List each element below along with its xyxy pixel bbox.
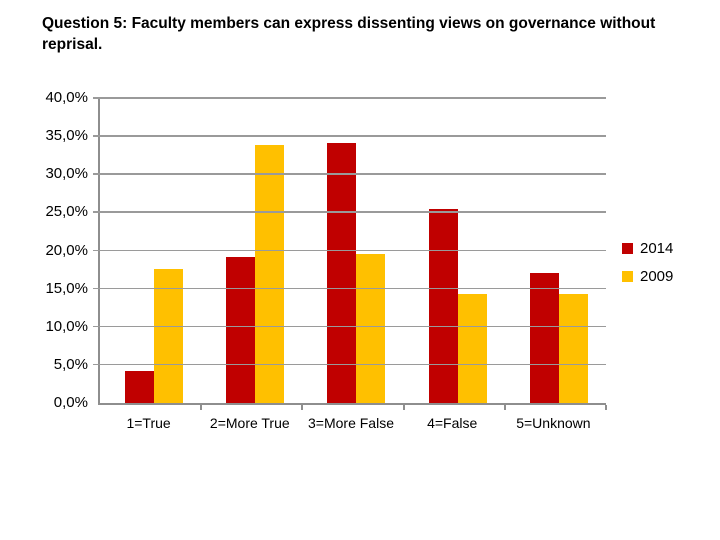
y-axis-tick-label: 15,0% (45, 279, 88, 297)
bar-groups (100, 98, 606, 403)
x-axis-label: 1=True (126, 415, 171, 431)
bar-2014-2=More True (226, 256, 256, 403)
bar-2009-1=True (154, 268, 183, 403)
gridline (93, 363, 606, 366)
gridline (93, 211, 606, 213)
legend-item-2014: 2014 (622, 239, 673, 257)
bar-2014-5=Unknown (529, 273, 559, 403)
y-axis-tick-label: 40,0% (45, 89, 88, 106)
bar-2014-4=False (428, 209, 458, 403)
gridline (93, 287, 606, 290)
y-axis-tick-label: 20,0% (45, 241, 88, 259)
y-axis-tick-label: 0,0% (53, 394, 88, 411)
gridline (93, 325, 606, 328)
legend-swatch-2014 (622, 242, 633, 254)
x-axis-tick (301, 405, 304, 410)
bar-2009-5=Unknown (558, 293, 588, 403)
x-axis-label: 5=Unknown (516, 415, 591, 431)
x-axis-tick (503, 405, 506, 410)
x-axis-label: 2=More True (209, 415, 290, 431)
x-axis-label: 3=More False (308, 415, 394, 431)
bar-2009-3=More False (356, 253, 386, 403)
gridline (93, 173, 606, 175)
bar-2014-1=True (125, 370, 154, 403)
gridline (93, 249, 606, 251)
bar-group (505, 98, 606, 403)
bar-2009-4=False (457, 293, 487, 403)
legend-swatch-2009 (622, 270, 633, 282)
legend-label-2009: 2009 (640, 267, 674, 285)
y-axis-tick-label: 10,0% (45, 317, 88, 335)
y-axis-tick-label: 30,0% (45, 165, 88, 183)
y-axis-tick-label: 5,0% (53, 355, 88, 373)
bar-group (201, 98, 302, 403)
legend-item-2009: 2009 (622, 267, 673, 285)
legend-label-2014: 2014 (640, 239, 674, 257)
y-axis-tick-label: 35,0% (45, 127, 88, 145)
gridline (93, 135, 606, 137)
x-axis-tick (402, 405, 405, 410)
x-axis-tick (605, 405, 607, 410)
bar-2009-2=More True (255, 144, 285, 403)
bar-2014-3=More False (327, 143, 357, 403)
plot-area (93, 97, 607, 410)
gridline (93, 97, 606, 99)
x-axis-label: 4=False (427, 415, 478, 431)
bar-group (302, 98, 403, 403)
legend: 2014 2009 (622, 239, 673, 295)
question-title: Question 5: Faculty members can express … (42, 15, 656, 53)
y-axis-tick-label: 25,0% (45, 203, 88, 221)
x-axis-tick (200, 405, 203, 410)
bar-group (404, 98, 505, 403)
bar-group (100, 98, 201, 403)
